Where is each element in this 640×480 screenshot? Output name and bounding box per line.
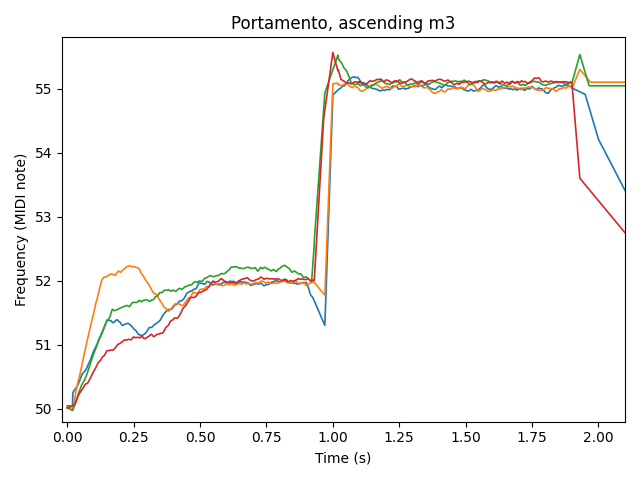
Y-axis label: Frequency (MIDI note): Frequency (MIDI note)	[15, 153, 29, 306]
X-axis label: Time (s): Time (s)	[316, 451, 372, 465]
Title: Portamento, ascending m3: Portamento, ascending m3	[231, 15, 456, 33]
